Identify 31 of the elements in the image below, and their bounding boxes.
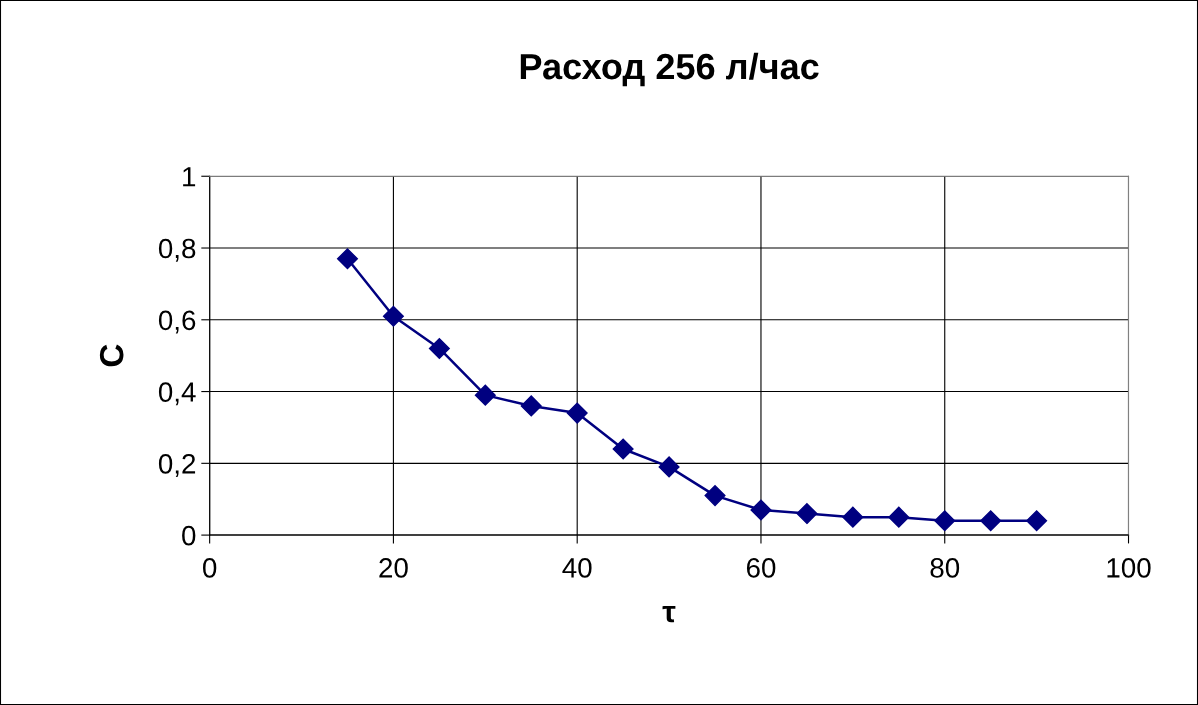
- y-tick-label: 0: [182, 525, 196, 546]
- point: [750, 499, 772, 521]
- point: [934, 510, 956, 532]
- y-tick-label: 1: [183, 167, 196, 187]
- point: [474, 384, 496, 406]
- point: [704, 485, 726, 507]
- y-tick-label: 0,4: [158, 382, 196, 406]
- point: [1026, 510, 1048, 532]
- y-tick-label: 0,2: [158, 453, 196, 477]
- point: [382, 305, 404, 327]
- y-tick-label: 0,6: [158, 310, 196, 334]
- x-tick-label: 80: [930, 558, 960, 578]
- y-tick-label: 0,8: [158, 238, 196, 262]
- x-axis-title: τ: [662, 605, 676, 623]
- point: [888, 506, 910, 528]
- chart-title: Расход 256 л/час: [520, 52, 819, 87]
- point: [566, 402, 588, 424]
- point: [796, 503, 818, 525]
- x-tick-label: 60: [746, 558, 776, 578]
- y-axis-title: C: [99, 344, 124, 367]
- x-tick-label: 40: [562, 558, 592, 578]
- point: [520, 395, 542, 417]
- x-tick-label: 20: [379, 558, 408, 578]
- point: [428, 337, 450, 360]
- point: [612, 438, 634, 460]
- point: [842, 506, 864, 528]
- point: [658, 456, 680, 478]
- x-tick-label: 100: [1107, 558, 1151, 578]
- point: [980, 510, 1002, 532]
- x-tick-label: 0: [203, 558, 217, 578]
- point: [336, 248, 358, 270]
